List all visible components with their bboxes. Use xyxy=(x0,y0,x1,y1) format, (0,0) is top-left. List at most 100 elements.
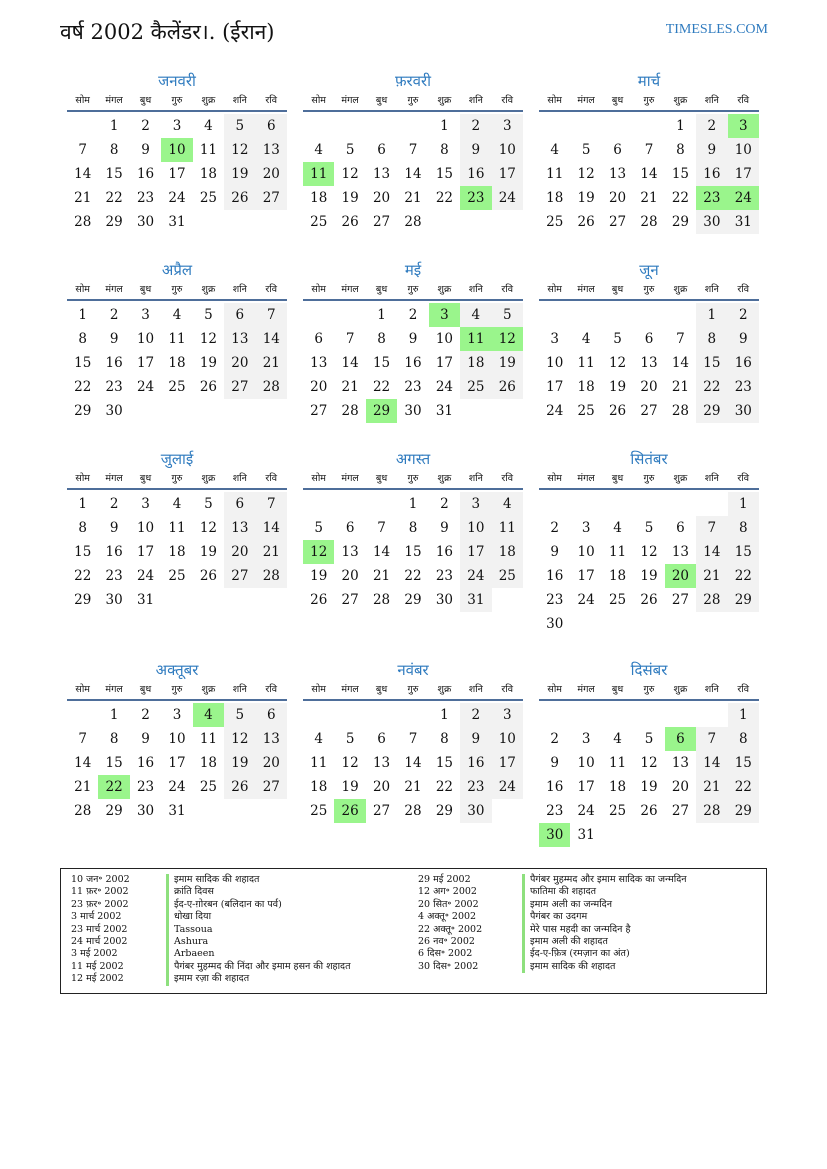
day-cell: 27 xyxy=(372,803,391,819)
month-5: मई सोम मंगल बुध गुरु शुक्र शनि रवि 1 2 3 4 5 6 7 8 9 10 11… xyxy=(303,259,523,451)
holiday-day-cell: 12 xyxy=(491,327,523,351)
month-8: अगस्त सोम मंगल बुध गुरु शुक्र शनि रवि 1 2 3 4 5 6 7 8 9 1… xyxy=(303,448,523,640)
legend-item: 11 फ़र॰ 2002 क्रांति दिवस xyxy=(71,886,411,899)
day-cell: 18 xyxy=(168,544,186,560)
holiday-day-cell: 10 xyxy=(161,138,193,162)
day-cell: 20 xyxy=(255,751,287,775)
day-cell: 15 xyxy=(727,540,759,564)
day-cell: 6 xyxy=(377,731,386,747)
month-name: जून xyxy=(639,261,659,279)
day-cell: 9 xyxy=(440,520,449,536)
weekday-label: शुक्र xyxy=(437,473,452,484)
legend-holiday-name: पैगंबर का उदगम xyxy=(522,911,587,924)
day-cell: 28 xyxy=(671,403,690,419)
day-cell: 11 xyxy=(608,755,627,771)
weekday-label: बुध xyxy=(611,473,624,484)
day-cell: 1 xyxy=(440,118,449,134)
day-cell: 10 xyxy=(435,331,454,347)
legend-column-left: 10 जन॰ 2002 इमाम सादिक की शहादत 11 फ़र॰ 20… xyxy=(71,874,411,986)
weekday-header: सोम मंगल बुध गुरु शुक्र शनि रवि xyxy=(539,281,759,301)
day-cell: 21 xyxy=(671,379,690,395)
day-cell: 2 xyxy=(550,520,559,536)
day-cell: 17 xyxy=(136,355,155,371)
day-cell: 28 xyxy=(255,564,287,588)
legend-date: 3 मार्च 2002 xyxy=(71,911,122,923)
legend-holiday-name: धोखा दिया xyxy=(166,911,211,924)
day-cell: 14 xyxy=(696,751,728,775)
legend-date: 11 मई 2002 xyxy=(71,960,124,972)
day-cell: 21 xyxy=(372,568,391,584)
month-name: मई xyxy=(404,261,422,279)
day-cell: 7 xyxy=(78,731,87,747)
weekday-label: मंगल xyxy=(577,95,595,106)
day-cell: 3 xyxy=(491,703,523,727)
legend-holiday-name: ईद-ए-फ़ित्र (रमज़ान का अंत) xyxy=(522,948,630,961)
weekday-label: मंगल xyxy=(105,473,123,484)
day-cell: 8 xyxy=(676,142,685,158)
day-cell: 5 xyxy=(581,142,591,158)
weekday-label: मंगल xyxy=(577,284,595,295)
day-cell: 15 xyxy=(372,355,391,371)
day-cell: 13 xyxy=(341,544,359,560)
day-cell: 18 xyxy=(310,779,328,795)
weekday-label: रवि xyxy=(265,473,278,484)
day-cell: 11 xyxy=(546,166,564,182)
weekday-label: सोम xyxy=(75,284,90,295)
holiday-day-cell: 4 xyxy=(192,703,225,727)
month-11: नवंबर सोम मंगल बुध गुरु शुक्र शनि रवि 1 2 3 4 5 6 7 8 9 1… xyxy=(303,659,523,851)
day-cell: 19 xyxy=(640,779,658,795)
day-cell: 13 xyxy=(255,727,287,751)
day-cell: 1 xyxy=(408,496,418,512)
day-cell: 24 xyxy=(491,775,523,799)
day-cell: 17 xyxy=(727,162,759,186)
day-cell: 25 xyxy=(310,803,328,819)
day-cell: 2 xyxy=(141,118,150,134)
day-cell: 6 xyxy=(377,142,386,158)
day-cell: 11 xyxy=(199,142,218,158)
day-cell: 23 xyxy=(404,379,422,395)
day-cell: 5 xyxy=(644,520,654,536)
day-cell: 24 xyxy=(546,403,564,419)
day-cell: 28 xyxy=(696,588,728,612)
holiday-day-cell: 3 xyxy=(727,114,759,138)
day-cell: 27 xyxy=(310,403,328,419)
day-cell: 30 xyxy=(136,214,155,230)
day-cell: 5 xyxy=(491,303,523,327)
weekday-label: बुध xyxy=(139,95,152,106)
weekday-label: रवि xyxy=(265,95,278,106)
day-cell: 27 xyxy=(671,592,690,608)
weekday-label: सोम xyxy=(75,95,90,106)
weekday-label: गुरु xyxy=(643,473,655,484)
day-cell: 16 xyxy=(696,162,728,186)
legend-item: 11 मई 2002 पैगंबर मुहम्मद की निंदा और इमा… xyxy=(71,960,411,974)
weekday-label: शनि xyxy=(704,684,719,695)
day-cell: 10 xyxy=(727,138,759,162)
day-cell: 30 xyxy=(696,210,728,234)
day-cell: 2 xyxy=(696,114,728,138)
day-cell: 29 xyxy=(696,399,728,423)
legend-holiday-name: फातिमा की शहादत xyxy=(522,886,596,899)
day-cell: 21 xyxy=(404,190,422,206)
day-cell: 8 xyxy=(78,331,87,347)
day-cell: 10 xyxy=(491,727,523,751)
day-cell: 13 xyxy=(608,166,627,182)
day-cell: 22 xyxy=(404,568,422,584)
day-cell: 15 xyxy=(105,166,123,182)
day-cell: 28 xyxy=(74,803,92,819)
day-cell: 22 xyxy=(435,190,454,206)
weekday-label: रवि xyxy=(265,684,278,695)
day-cell: 20 xyxy=(341,568,359,584)
day-cell: 3 xyxy=(581,731,591,747)
legend-item: 20 सित॰ 2002 इमाम अली का जन्मदिन xyxy=(418,898,758,912)
day-cell: 19 xyxy=(199,355,218,371)
legend-item: 30 दिस॰ 2002 इमाम सादिक की शहादत xyxy=(418,960,758,974)
weekday-label: मंगल xyxy=(577,473,595,484)
weekday-header: सोम मंगल बुध गुरु शुक्र शनि रवि xyxy=(539,92,759,112)
legend-date: 23 मार्च 2002 xyxy=(71,923,128,935)
weekday-label: गुरु xyxy=(407,284,419,295)
day-cell: 4 xyxy=(172,496,182,512)
weekday-label: शनि xyxy=(232,473,247,484)
day-cell: 2 xyxy=(440,496,449,512)
site-link[interactable]: TIMESLES.COM xyxy=(665,22,768,37)
day-cell: 7 xyxy=(696,727,728,751)
